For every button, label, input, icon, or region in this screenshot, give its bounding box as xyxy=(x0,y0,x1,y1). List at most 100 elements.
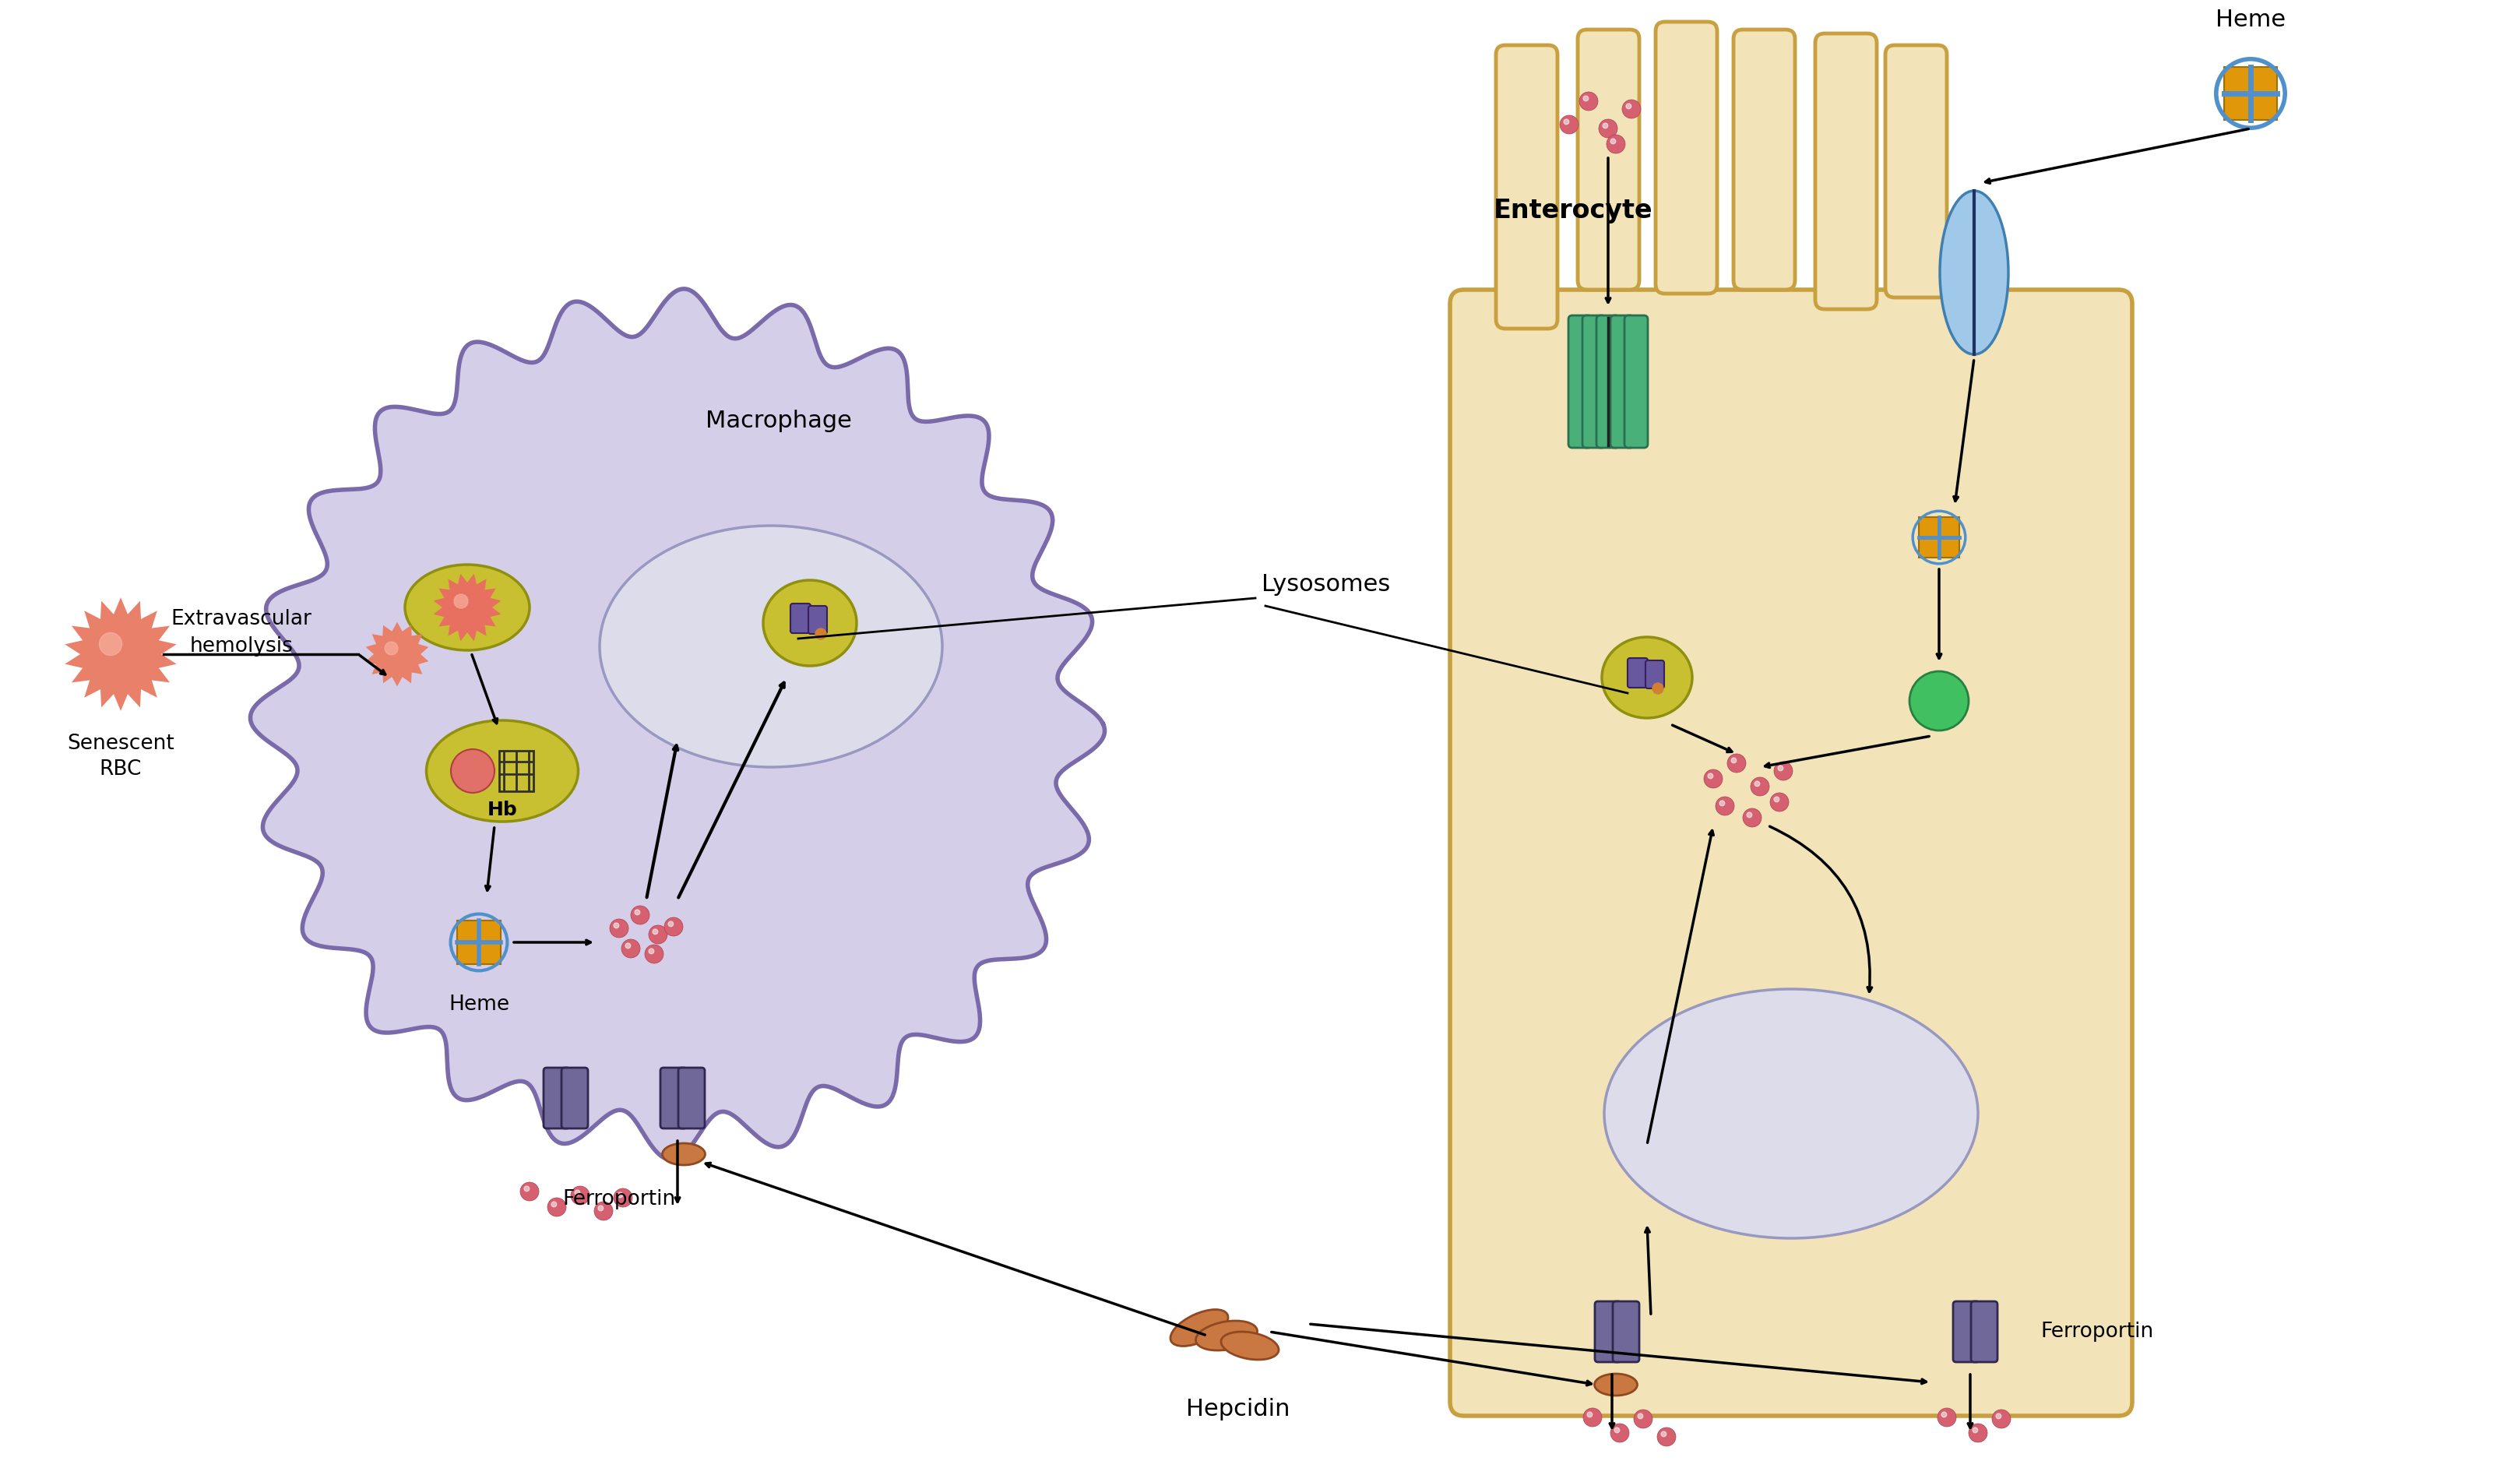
FancyBboxPatch shape xyxy=(1583,316,1605,448)
Circle shape xyxy=(98,633,121,655)
Circle shape xyxy=(1746,813,1751,817)
Circle shape xyxy=(1638,1413,1643,1419)
Circle shape xyxy=(1588,1412,1593,1417)
Circle shape xyxy=(612,1189,633,1207)
FancyBboxPatch shape xyxy=(678,1068,706,1128)
Ellipse shape xyxy=(1600,637,1691,718)
Circle shape xyxy=(1938,1409,1956,1426)
Circle shape xyxy=(1656,1428,1676,1446)
FancyBboxPatch shape xyxy=(1595,316,1620,448)
Circle shape xyxy=(1716,797,1734,816)
Circle shape xyxy=(645,944,663,963)
Text: Heme: Heme xyxy=(2215,9,2286,31)
Ellipse shape xyxy=(663,1143,706,1165)
Text: Lysosomes: Lysosomes xyxy=(1260,572,1391,596)
Text: Heme: Heme xyxy=(449,994,509,1015)
Circle shape xyxy=(610,919,627,938)
Circle shape xyxy=(454,594,469,608)
Text: Extravascular: Extravascular xyxy=(171,609,312,630)
Circle shape xyxy=(1560,115,1578,134)
Polygon shape xyxy=(433,574,501,642)
Text: Ferroportin: Ferroportin xyxy=(562,1189,675,1210)
Text: Hepcidin: Hepcidin xyxy=(1187,1398,1290,1420)
Text: Macrophage: Macrophage xyxy=(706,409,852,432)
FancyBboxPatch shape xyxy=(1814,34,1877,310)
Circle shape xyxy=(1653,683,1663,693)
Circle shape xyxy=(622,940,640,957)
FancyBboxPatch shape xyxy=(1971,1301,1996,1361)
FancyBboxPatch shape xyxy=(1595,1301,1620,1361)
Circle shape xyxy=(1633,1410,1653,1428)
Circle shape xyxy=(1583,1409,1600,1426)
Circle shape xyxy=(1583,96,1588,102)
Circle shape xyxy=(1749,777,1769,797)
Circle shape xyxy=(1754,782,1759,786)
Polygon shape xyxy=(1918,518,1958,558)
Circle shape xyxy=(1719,801,1724,805)
FancyBboxPatch shape xyxy=(1656,22,1716,294)
Ellipse shape xyxy=(1940,190,2008,354)
Circle shape xyxy=(1580,91,1598,111)
Ellipse shape xyxy=(764,580,857,665)
Circle shape xyxy=(547,1198,567,1217)
Circle shape xyxy=(1940,1412,1945,1417)
Text: Hb: Hb xyxy=(486,801,517,819)
Circle shape xyxy=(1562,119,1567,124)
FancyBboxPatch shape xyxy=(544,1068,570,1128)
Circle shape xyxy=(524,1186,529,1192)
Circle shape xyxy=(570,1186,590,1205)
Circle shape xyxy=(1741,808,1761,827)
Circle shape xyxy=(668,922,673,926)
Circle shape xyxy=(1996,1413,2001,1419)
Ellipse shape xyxy=(426,720,577,822)
FancyBboxPatch shape xyxy=(1613,1301,1638,1361)
Circle shape xyxy=(648,925,668,944)
Circle shape xyxy=(519,1181,539,1201)
FancyBboxPatch shape xyxy=(660,1068,685,1128)
Circle shape xyxy=(595,1202,612,1220)
Circle shape xyxy=(1605,134,1625,153)
Circle shape xyxy=(1661,1431,1666,1437)
Circle shape xyxy=(1610,1423,1628,1443)
Text: Enterocyte: Enterocyte xyxy=(1492,198,1653,223)
Ellipse shape xyxy=(1169,1310,1227,1347)
Circle shape xyxy=(451,749,494,792)
Text: RBC: RBC xyxy=(98,760,141,780)
Circle shape xyxy=(648,948,653,954)
Circle shape xyxy=(814,628,827,639)
Text: Ferroportin: Ferroportin xyxy=(2039,1322,2152,1342)
Text: hemolysis: hemolysis xyxy=(189,636,292,656)
FancyBboxPatch shape xyxy=(1449,289,2132,1416)
Circle shape xyxy=(1991,1410,2011,1428)
Circle shape xyxy=(630,906,650,925)
Circle shape xyxy=(665,917,683,937)
Circle shape xyxy=(1726,754,1746,773)
Ellipse shape xyxy=(1603,990,1978,1238)
FancyBboxPatch shape xyxy=(1567,316,1590,448)
FancyBboxPatch shape xyxy=(1953,1301,1978,1361)
Circle shape xyxy=(612,923,620,928)
Circle shape xyxy=(1625,103,1630,109)
Circle shape xyxy=(617,1192,622,1198)
Ellipse shape xyxy=(406,565,529,650)
FancyBboxPatch shape xyxy=(1623,316,1648,448)
Circle shape xyxy=(575,1190,580,1195)
Circle shape xyxy=(1908,671,1968,730)
Circle shape xyxy=(635,910,640,914)
Circle shape xyxy=(1968,1423,1986,1443)
Polygon shape xyxy=(365,622,428,686)
FancyBboxPatch shape xyxy=(562,1068,587,1128)
FancyBboxPatch shape xyxy=(1578,30,1638,289)
Circle shape xyxy=(1777,766,1782,771)
Ellipse shape xyxy=(600,525,942,767)
Circle shape xyxy=(1610,139,1615,145)
Polygon shape xyxy=(456,920,501,965)
Circle shape xyxy=(1613,1428,1618,1432)
FancyBboxPatch shape xyxy=(1628,658,1648,687)
Circle shape xyxy=(1774,797,1779,802)
FancyBboxPatch shape xyxy=(1734,30,1794,289)
Circle shape xyxy=(597,1205,602,1211)
Circle shape xyxy=(1731,758,1736,763)
Ellipse shape xyxy=(1194,1320,1257,1351)
FancyBboxPatch shape xyxy=(1494,46,1557,329)
